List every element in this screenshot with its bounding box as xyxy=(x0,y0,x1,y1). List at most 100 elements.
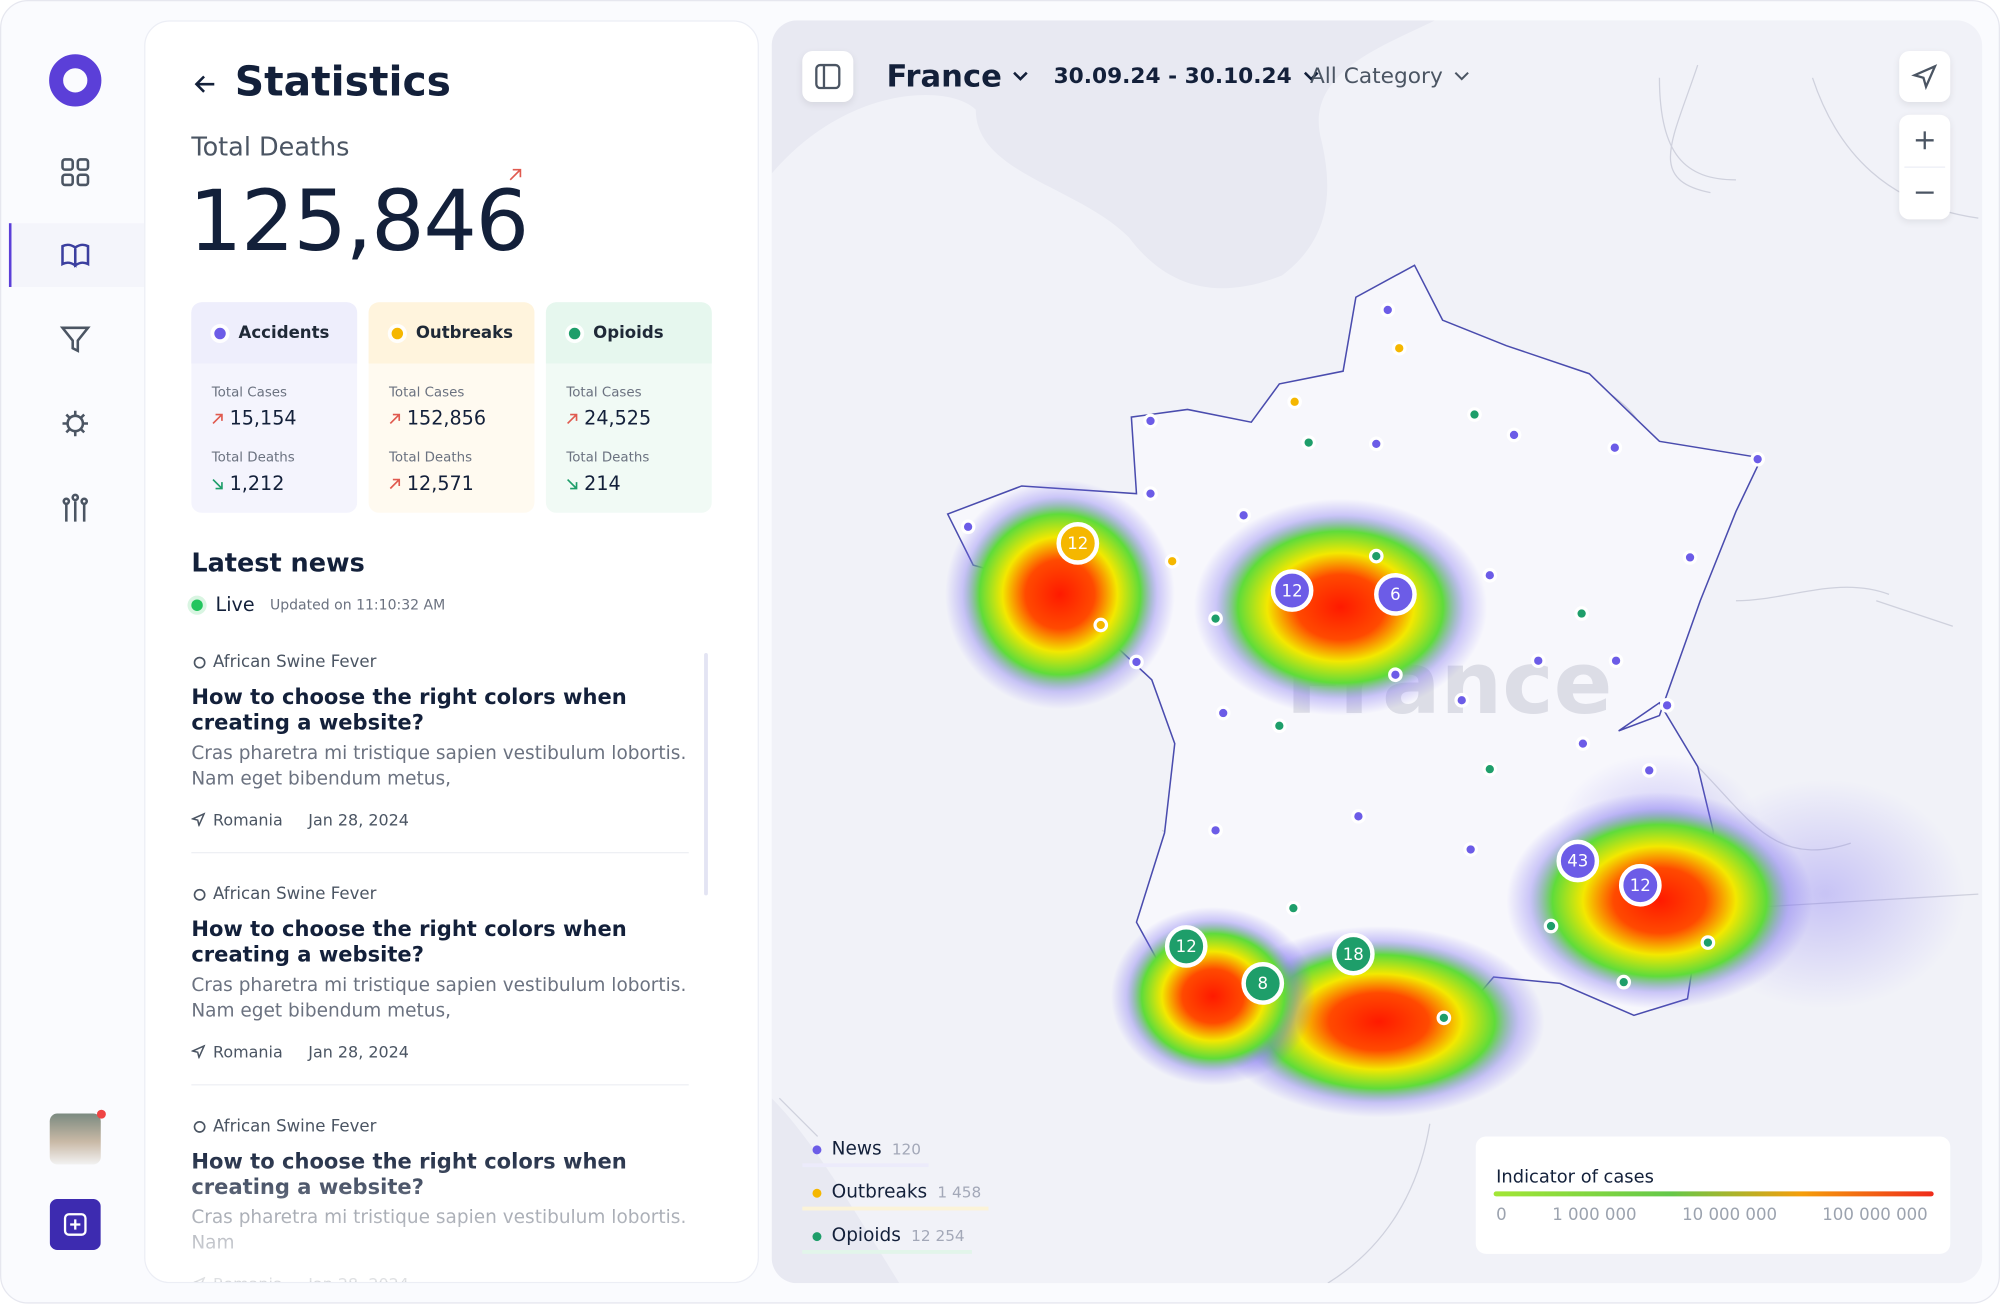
map-dot[interactable] xyxy=(1368,548,1384,564)
map-dot[interactable] xyxy=(1700,935,1716,950)
map-dot[interactable] xyxy=(1482,761,1498,777)
cluster[interactable]: 8 xyxy=(1241,962,1285,1005)
cluster[interactable]: 12 xyxy=(1270,569,1314,612)
cases: 15,154 xyxy=(212,407,297,430)
cluster[interactable]: 12 xyxy=(1056,522,1100,565)
cluster[interactable]: 6 xyxy=(1374,573,1417,616)
trend-down xyxy=(212,478,223,489)
map-dot[interactable] xyxy=(1467,407,1482,422)
avatar[interactable] xyxy=(49,1113,101,1165)
map-dot[interactable] xyxy=(1454,692,1470,708)
map-dot[interactable] xyxy=(960,519,976,535)
map-dot[interactable] xyxy=(1608,653,1624,669)
news-item[interactable]: African Swine Fever How to choose the rig… xyxy=(191,885,695,1086)
map-dot[interactable] xyxy=(1682,550,1698,565)
icon xyxy=(193,1120,206,1133)
map-dot[interactable] xyxy=(1129,654,1144,670)
country-select[interactable]: France xyxy=(886,59,1029,94)
cluster-ring xyxy=(1331,932,1375,976)
map-dot[interactable] xyxy=(1301,435,1317,450)
deaths-label: Total Deaths xyxy=(566,450,650,466)
cluster-count: 8 xyxy=(1257,974,1268,993)
deaths-value: 1,212 xyxy=(229,471,285,495)
map-dot[interactable] xyxy=(1574,606,1589,621)
cluster[interactable]: 12 xyxy=(1618,863,1662,907)
map-dot[interactable] xyxy=(1368,436,1384,452)
map-dot[interactable] xyxy=(1236,507,1251,523)
map-dot[interactable] xyxy=(1530,653,1546,669)
location-icon xyxy=(191,812,206,827)
map-dot[interactable] xyxy=(1093,617,1109,633)
cluster-count: 43 xyxy=(1567,852,1588,871)
map: France 12 12 6 43 12 12 8 18 Indicator of cases… xyxy=(771,20,1979,1284)
deaths-label: Total Deaths xyxy=(389,450,473,466)
cluster-ring xyxy=(1164,925,1208,968)
deaths-value: 12,571 xyxy=(406,471,474,495)
map-dot[interactable] xyxy=(1575,736,1591,751)
cluster[interactable]: 43 xyxy=(1556,839,1600,883)
map-dot[interactable] xyxy=(1143,486,1158,501)
sidebar-toggle[interactable] xyxy=(802,51,854,103)
settings-icon[interactable] xyxy=(57,491,93,527)
location-icon xyxy=(191,1044,206,1059)
book-icon[interactable] xyxy=(57,237,93,273)
indicator-tick: 100 000 000 xyxy=(1822,1205,1927,1224)
stat-card: Accidents Total Cases 15,154 Total Deaths 1,… xyxy=(191,302,358,513)
map-dot[interactable] xyxy=(1616,974,1632,990)
map-dot[interactable] xyxy=(1143,413,1158,429)
cluster-ring xyxy=(1241,962,1285,1005)
map-dot[interactable] xyxy=(1287,394,1302,410)
map-dot[interactable] xyxy=(1351,808,1366,824)
trend-up xyxy=(389,413,401,424)
virus-icon[interactable] xyxy=(57,406,93,442)
indicator-tick: 10 000 000 xyxy=(1682,1205,1777,1224)
cluster-ring xyxy=(1056,522,1100,565)
deaths-label: Total Deaths xyxy=(211,450,295,466)
category: All Category xyxy=(1309,63,1443,90)
zoom-controls xyxy=(1899,114,1951,220)
map-dot[interactable] xyxy=(1436,1010,1452,1026)
add-button[interactable] xyxy=(49,1198,101,1250)
map-dot[interactable] xyxy=(1659,698,1675,713)
logo xyxy=(49,54,102,107)
back-arrow[interactable] xyxy=(191,70,219,98)
live-dot xyxy=(191,598,203,611)
map-dot[interactable] xyxy=(1750,451,1765,467)
cluster[interactable]: 18 xyxy=(1331,932,1375,976)
map-dot[interactable] xyxy=(1380,302,1396,318)
date-select[interactable]: 30.09.24 - 30.10.24 xyxy=(1054,64,1320,89)
map-dot[interactable] xyxy=(1482,567,1498,583)
map-dot[interactable] xyxy=(1463,842,1478,857)
map-dot[interactable] xyxy=(1208,823,1223,838)
stat-card: Opioids Total Cases 24,525 Total Deaths 214 xyxy=(545,302,712,513)
card-dot xyxy=(568,327,581,339)
map-dot[interactable] xyxy=(1391,340,1407,356)
map-dot[interactable] xyxy=(1607,440,1623,456)
dashboard-icon[interactable] xyxy=(57,154,93,190)
cases-value: 15,154 xyxy=(229,406,297,430)
card-dot xyxy=(391,327,404,339)
category-icon xyxy=(193,656,206,669)
card-header: Accidents xyxy=(191,302,358,364)
map-dot[interactable] xyxy=(1388,667,1403,683)
map-dot[interactable] xyxy=(1164,553,1180,569)
map-dot[interactable] xyxy=(1641,763,1657,778)
legend-item: Opioids 12 254 xyxy=(802,1226,973,1254)
legend-count: 120 xyxy=(891,1140,922,1159)
zoom-in[interactable] xyxy=(1915,131,1934,150)
filter-icon[interactable] xyxy=(57,321,93,357)
trend-up xyxy=(212,413,223,424)
legend-item: Outbreaks 1 458 xyxy=(802,1182,989,1211)
map-dot[interactable] xyxy=(1272,718,1287,734)
map-dot[interactable] xyxy=(1208,611,1223,626)
map-dot[interactable] xyxy=(1543,918,1559,934)
map-dot[interactable] xyxy=(1215,705,1231,721)
news-item[interactable]: African Swine Fever How to choose the rig… xyxy=(191,653,695,854)
map-dot[interactable] xyxy=(1286,900,1301,916)
locate-button[interactable] xyxy=(1899,51,1951,103)
body: Cras pharetra mi tristique sapien vestib… xyxy=(191,975,687,1022)
map-dot[interactable] xyxy=(1506,427,1522,443)
cluster[interactable]: 12 xyxy=(1164,925,1208,968)
category-select[interactable]: All Category xyxy=(1309,63,1471,90)
scrollbar[interactable] xyxy=(704,653,708,896)
